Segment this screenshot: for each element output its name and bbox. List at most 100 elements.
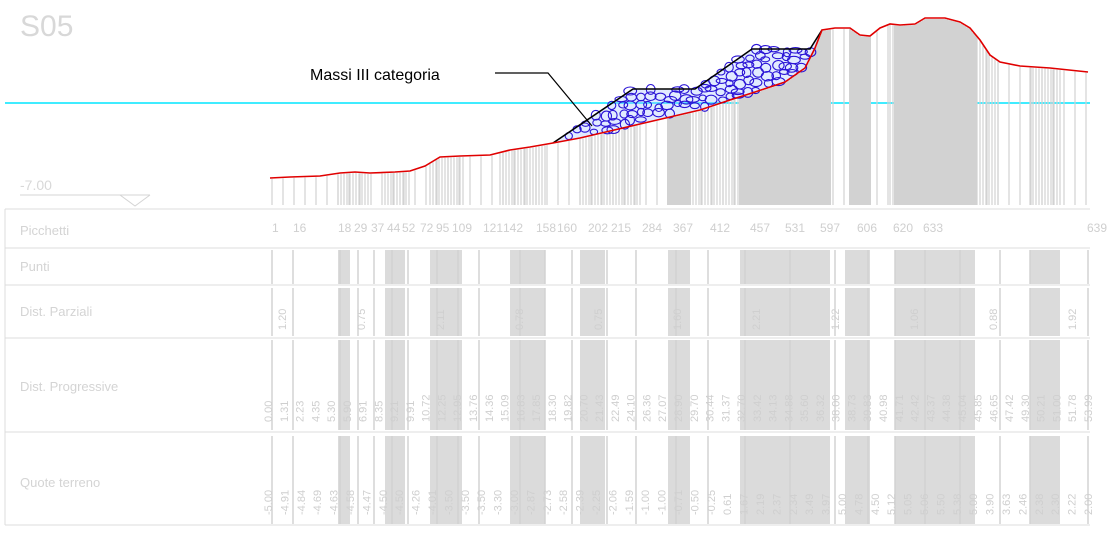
picchetto-label: 1	[272, 221, 279, 235]
picchetto-label: 121	[483, 221, 503, 235]
picchetto-label: 44	[387, 221, 401, 235]
dist-progressiva-value: 49.30	[1020, 394, 1032, 422]
dist-parziale-value: 2.11	[435, 309, 447, 330]
quota-terreno-value: 0.61	[722, 494, 734, 515]
quota-terreno-value: -4.63	[329, 490, 341, 515]
picchetto-label: 597	[820, 221, 840, 235]
dist-progressiva-value: 5.90	[342, 401, 354, 422]
picchetto-label: 457	[750, 221, 770, 235]
quota-terreno-value: 5.06	[919, 494, 931, 515]
dist-progressiva-value: 32.70	[736, 394, 748, 422]
dist-progressiva-value: 20.70	[578, 394, 590, 422]
dist-progressiva-value: 39.83	[862, 394, 874, 422]
dist-progressiva-value: 44.38	[941, 394, 953, 422]
dist-progressiva-value: 21.43	[594, 394, 606, 422]
dist-progressiva-value: 14.36	[484, 394, 496, 422]
quota-terreno-value: -4.84	[296, 490, 308, 515]
quota-terreno-value: -4.50	[394, 490, 406, 515]
dist-progressiva-value: 15.09	[500, 394, 512, 422]
picchetto-label: 633	[923, 221, 943, 235]
picchetto-label: 16	[293, 221, 307, 235]
picchetto-label: 109	[452, 221, 472, 235]
quota-terreno-value: 5.38	[952, 494, 964, 515]
quota-terreno-value: 3.63	[1001, 494, 1013, 515]
dist-progressiva-value: 0.00	[263, 401, 275, 422]
quota-terreno-value: 2.22	[1067, 494, 1079, 515]
picchetto-label: 620	[893, 221, 913, 235]
dist-progressiva-value: 34.88	[783, 394, 795, 422]
terrain-profile-line	[269, 17, 1089, 179]
quota-terreno-value: -1.00	[640, 490, 652, 515]
dist-progressiva-value: 31.37	[720, 394, 732, 422]
dist-progressiva-value: 51.78	[1067, 394, 1079, 422]
quota-terreno-value: 2.46	[1017, 494, 1029, 515]
quota-terreno-value: 4.78	[853, 494, 865, 515]
dist-progressiva-value: 10.72	[421, 394, 433, 422]
dist-progressiva-value: 33.42	[752, 394, 764, 422]
quota-terreno-value: 5.05	[903, 494, 915, 515]
dist-parziale-value: 1.20	[277, 309, 289, 330]
dist-progressiva-value: 9.91	[405, 401, 417, 422]
dist-progressiva-value: 13.76	[468, 394, 480, 422]
quota-terreno-value: -2.87	[525, 490, 537, 515]
dist-parziale-value: 0.75	[356, 309, 368, 330]
quota-terreno-value: -0.71	[673, 490, 685, 515]
dist-progressiva-value: 40.98	[878, 394, 890, 422]
dist-parziale-value: 2.21	[751, 309, 763, 330]
annotation-label: Massi III categoria	[310, 67, 440, 84]
picchetto-label: 29	[354, 221, 368, 235]
dist-progressiva-value: 12.25	[437, 394, 449, 422]
dist-progressiva-value: 51.00	[1052, 394, 1064, 422]
quota-terreno-value: -2.73	[542, 490, 554, 515]
quota-terreno-value: -5.00	[263, 490, 275, 515]
profile-table	[4, 208, 1090, 526]
quota-terreno-value: -3.50	[476, 490, 488, 515]
dist-progressiva-value: 45.85	[973, 394, 985, 422]
quota-terreno-value: 3.97	[821, 494, 833, 515]
row-label-dist-parziali: Dist. Parziali	[20, 304, 92, 319]
quota-terreno-value: -2.39	[575, 490, 587, 515]
picchetto-label: 72	[420, 221, 434, 235]
dist-progressiva-value: 26.36	[642, 394, 654, 422]
dist-progressiva-value: 46.65	[988, 394, 1000, 422]
section-title: S05	[20, 10, 73, 43]
quota-terreno-value: -0.25	[706, 490, 718, 515]
picchetto-label: 606	[857, 221, 877, 235]
dist-progressiva-value: 50.21	[1036, 394, 1048, 422]
dist-progressiva-value: 28.90	[673, 394, 685, 422]
quota-terreno-value: -3.30	[493, 490, 505, 515]
quota-terreno-value: -2.58	[558, 490, 570, 515]
quota-terreno-value: 2.30	[1050, 494, 1062, 515]
dist-progressiva-value: 43.37	[925, 394, 937, 422]
dist-parziale-value: 0.88	[988, 309, 1000, 330]
quota-terreno-value: -4.26	[411, 490, 423, 515]
dist-parziale-value: 1.60	[672, 309, 684, 330]
rock-embankment-outline	[552, 29, 823, 144]
dist-progressiva-value: 36.32	[815, 394, 827, 422]
quota-terreno-value: -4.47	[361, 490, 373, 515]
dist-progressiva-value: 27.07	[657, 394, 669, 422]
dist-progressiva-value: 30.44	[705, 394, 717, 422]
picchetto-label: 95	[436, 221, 450, 235]
row-label-punti: Punti	[20, 259, 50, 274]
row-label-dist-progressive: Dist. Progressive	[20, 379, 118, 394]
picchetto-label: 639	[1087, 221, 1107, 235]
quota-terreno-value: -2.25	[591, 490, 603, 515]
picchetto-label: 18	[338, 221, 352, 235]
dist-progressiva-value: 18.30	[547, 394, 559, 422]
picchetto-label: 284	[642, 221, 662, 235]
row-label-quote-terreno: Quote terreno	[20, 475, 100, 490]
dist-parziale-value: 0.78	[514, 309, 526, 330]
terrain-hatching	[271, 19, 1087, 205]
dist-progressiva-value: 29.70	[689, 394, 701, 422]
dist-parziale-value: 0.75	[593, 309, 605, 330]
quota-terreno-value: -0.50	[689, 490, 701, 515]
quota-terreno-value: 2.38	[1034, 494, 1046, 515]
picchetto-label: 37	[371, 221, 385, 235]
quota-terreno-value: -3.50	[460, 490, 472, 515]
quota-terreno-value: -3.00	[509, 490, 521, 515]
dist-progressiva-value: 9.21	[389, 401, 401, 422]
dist-progressiva-value: 16.83	[515, 394, 527, 422]
picchetto-label: 142	[503, 221, 523, 235]
